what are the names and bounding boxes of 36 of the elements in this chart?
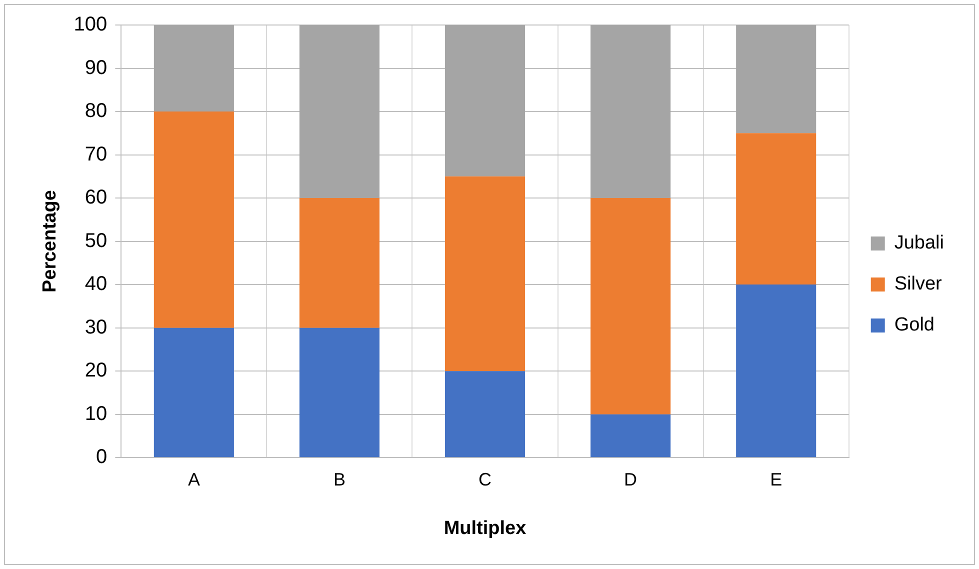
bar	[444, 176, 526, 372]
x-axis-title: Multiplex	[444, 518, 527, 539]
y-tick-label: 0	[96, 446, 108, 468]
bar	[299, 198, 380, 328]
bar	[154, 25, 234, 112]
bar	[444, 25, 526, 176]
y-tick-label: 70	[84, 143, 108, 166]
x-tick-label: C	[478, 469, 492, 490]
y-tick-label: 80	[84, 100, 108, 122]
bar	[736, 25, 816, 134]
bar	[299, 25, 380, 198]
bar	[736, 133, 816, 285]
y-tick-label: 100	[74, 14, 108, 36]
y-tick-label: 20	[84, 360, 108, 382]
bar	[154, 112, 234, 328]
bar	[736, 284, 816, 458]
y-axis-title: Percentage	[40, 190, 61, 293]
x-tick-label: B	[333, 469, 346, 490]
legend-label: Gold	[894, 314, 934, 336]
legend-label: Silver	[894, 274, 943, 295]
y-tick-label: 60	[84, 186, 108, 209]
x-tick-label: A	[188, 469, 200, 490]
bar	[444, 371, 526, 458]
bar	[590, 198, 671, 414]
x-tick-label: D	[624, 469, 638, 490]
y-tick-label: 30	[84, 316, 108, 338]
legend-label: Jubali	[894, 232, 944, 254]
bar	[590, 25, 671, 198]
y-tick-label: 10	[84, 402, 108, 425]
y-tick-label: 50	[84, 230, 108, 252]
bar	[590, 414, 671, 458]
bar	[299, 328, 380, 458]
bar	[154, 328, 234, 458]
y-tick-label: 40	[84, 273, 108, 296]
y-tick-label: 90	[84, 56, 108, 79]
x-tick-label: E	[770, 469, 782, 490]
